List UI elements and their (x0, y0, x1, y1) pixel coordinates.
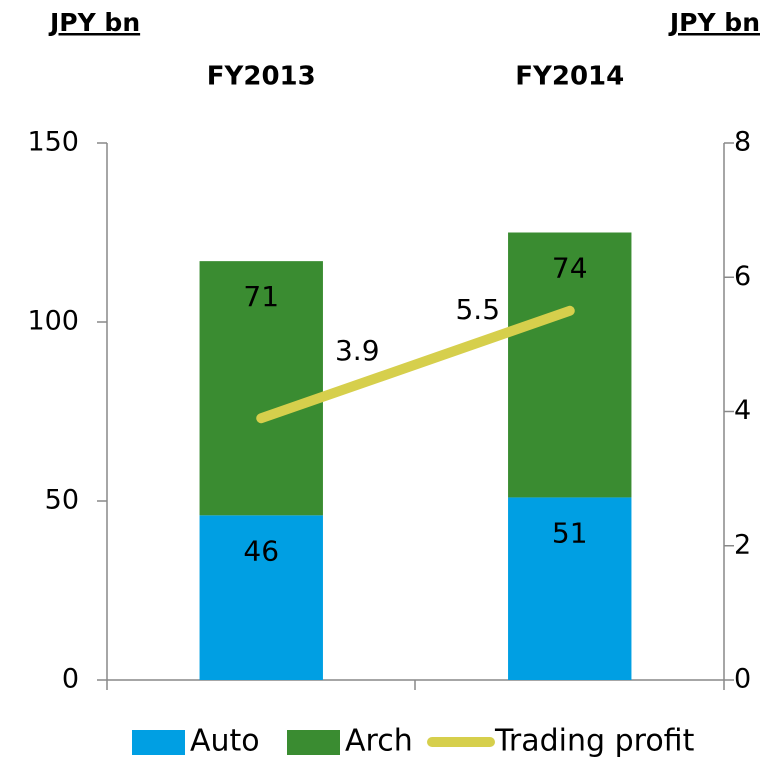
data-label: 51 (552, 516, 588, 549)
y2-tick-label: 0 (734, 664, 751, 695)
data-label: 71 (243, 280, 279, 313)
legend-swatch (287, 730, 340, 755)
bar-segment (199, 261, 323, 516)
bar-segment (508, 232, 632, 498)
y2-tick-label: 2 (734, 529, 751, 560)
y-tick-label: 50 (45, 485, 79, 516)
bar-segment (508, 497, 632, 680)
data-label: 5.5 (455, 293, 500, 326)
y2-axis-unit: JPY bn (668, 8, 760, 37)
y-tick-label: 150 (27, 127, 79, 158)
y-axis-unit: JPY bn (48, 8, 140, 37)
category-label: FY2014 (515, 62, 624, 92)
line (256, 305, 575, 424)
y-tick-label: 0 (62, 664, 79, 695)
legend-label: Trading profit (494, 724, 695, 759)
legend-swatch (132, 730, 185, 755)
y-tick-label: 100 (27, 306, 79, 337)
legend-label: Arch (345, 724, 413, 759)
category-label: FY2013 (207, 62, 316, 92)
data-label: 74 (552, 252, 588, 285)
bar-segment (199, 515, 323, 680)
y2-tick-label: 8 (734, 127, 751, 158)
y2-tick-label: 6 (734, 261, 751, 292)
data-label: 3.9 (335, 334, 380, 367)
y2-tick-label: 4 (734, 395, 751, 426)
data-label: 46 (243, 534, 279, 567)
legend-label: Auto (190, 724, 260, 759)
